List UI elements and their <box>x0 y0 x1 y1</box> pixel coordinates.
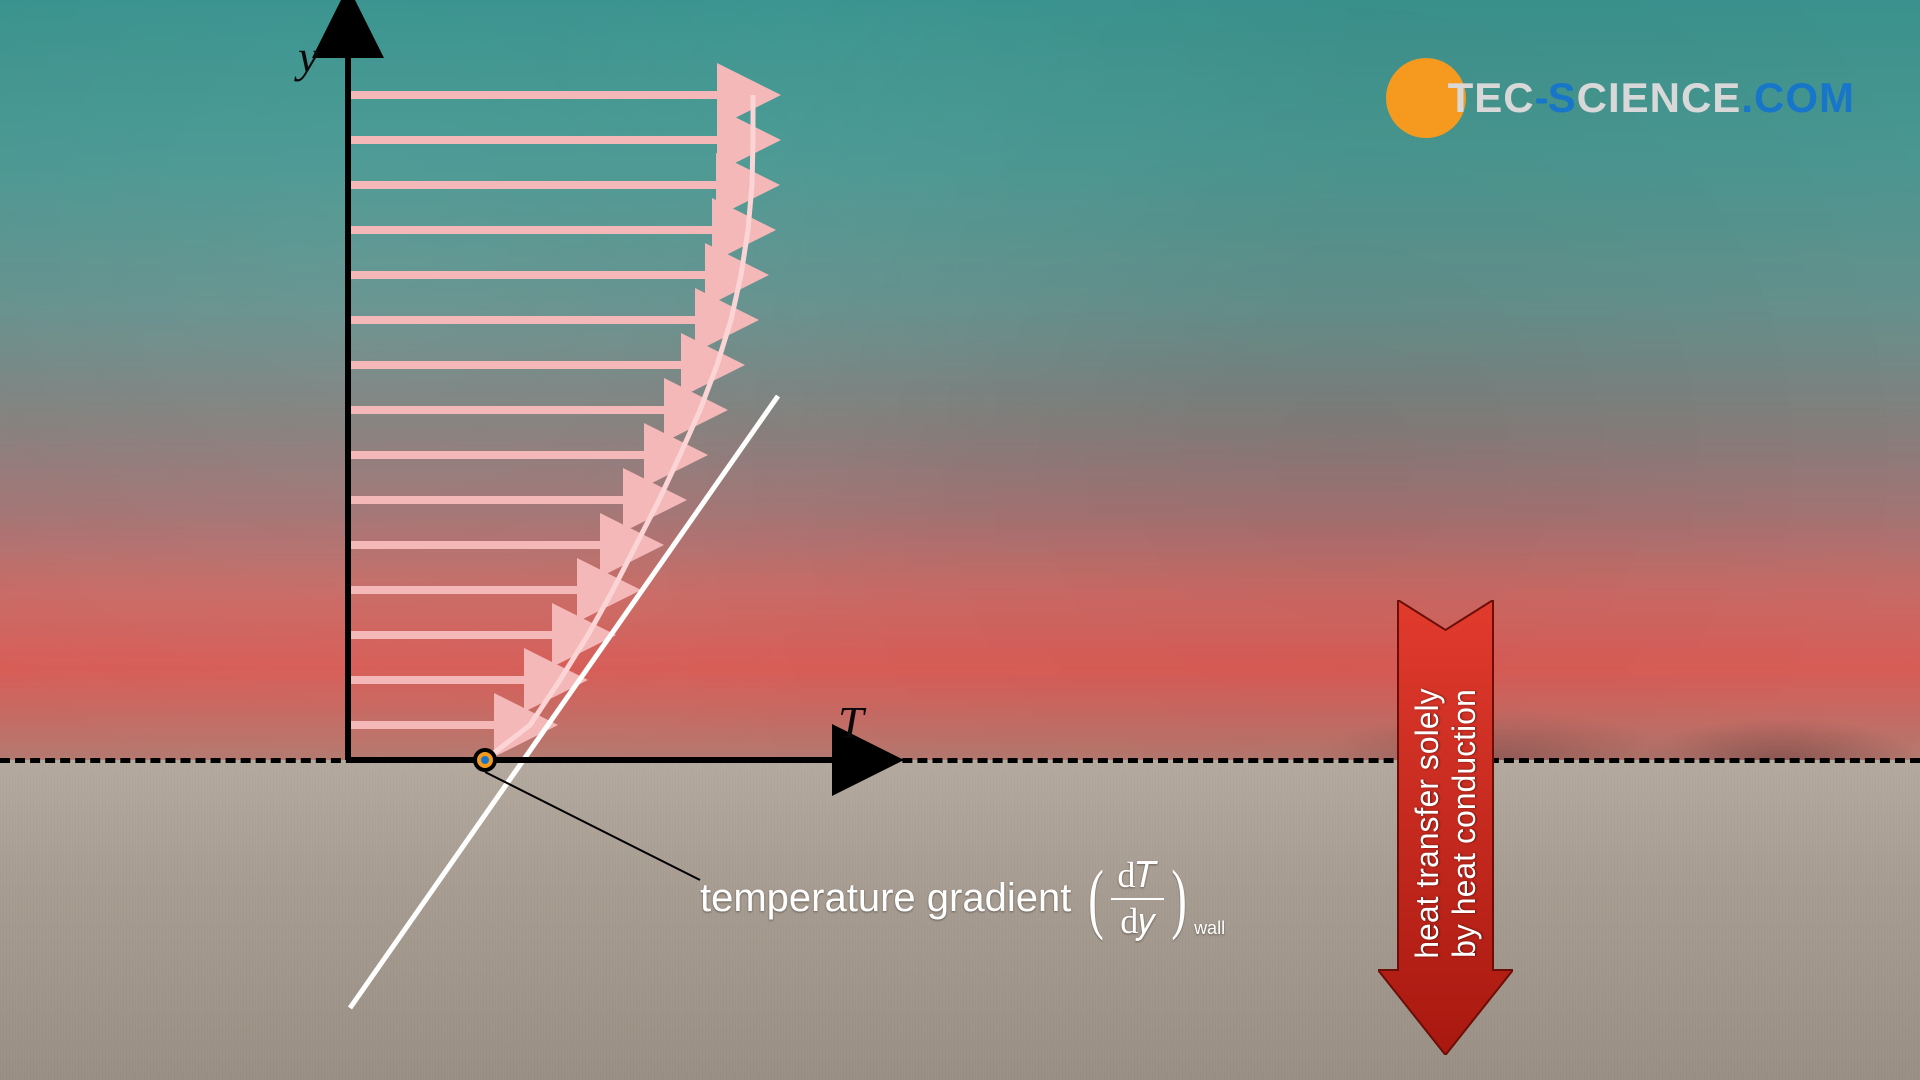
logo-tec: TEC <box>1448 74 1535 122</box>
logo: TEC - S CIENCE . COM <box>1386 58 1855 138</box>
logo-com: COM <box>1754 74 1855 122</box>
y-axis-label: y <box>298 30 318 83</box>
pointer-line <box>485 772 700 880</box>
gradient-label: temperature gradient ( d𝑇 d𝑦 ) wall <box>700 856 1225 941</box>
x-axis-label: T <box>838 696 864 749</box>
temperature-profile-arrows <box>348 95 733 725</box>
gradient-label-text: temperature gradient <box>700 876 1071 921</box>
diagram-canvas: y T temperature gradient ( d𝑇 d𝑦 ) wall … <box>0 0 1920 1080</box>
logo-s: S <box>1548 74 1577 122</box>
logo-cience: CIENCE <box>1577 74 1742 122</box>
heat-arrow-text: heat transfer solely by heat conduction <box>1409 688 1483 958</box>
logo-dot: . <box>1741 74 1754 122</box>
wall-point-marker <box>473 748 497 772</box>
gradient-fraction: ( d𝑇 d𝑦 ) wall <box>1083 856 1225 941</box>
heat-conduction-arrow: heat transfer solely by heat conduction <box>1378 600 1513 1055</box>
temperature-profile-curve <box>485 95 753 760</box>
